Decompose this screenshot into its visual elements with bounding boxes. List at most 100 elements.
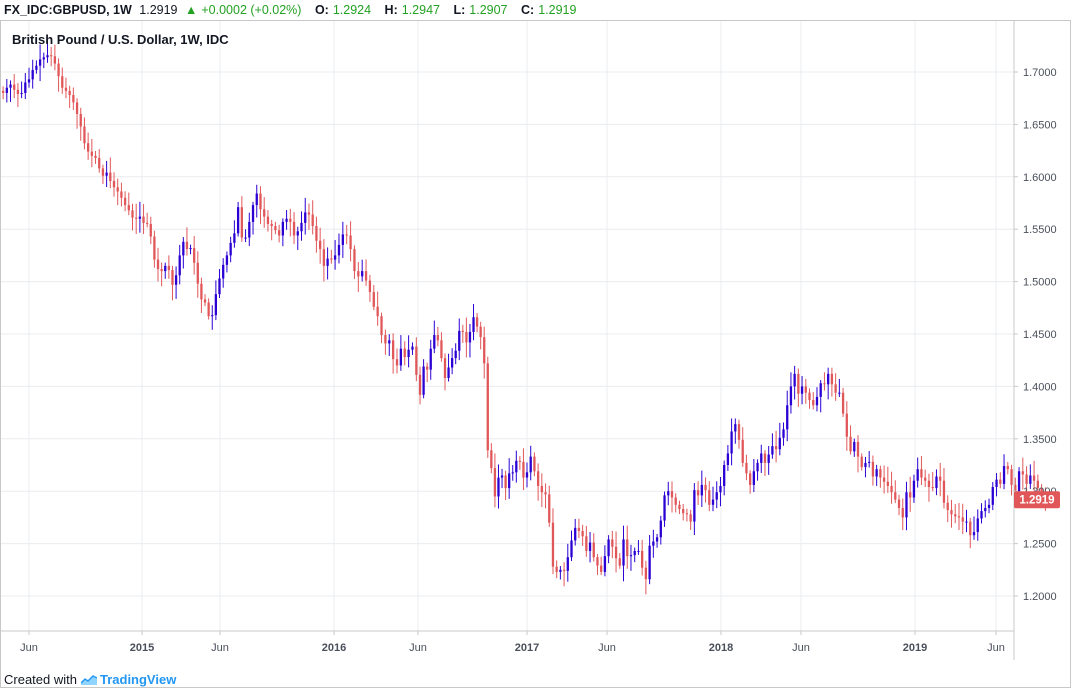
candle-body bbox=[845, 413, 848, 437]
y-tick-label: 1.6000 bbox=[1023, 172, 1057, 184]
candle-body bbox=[315, 226, 318, 241]
candle-body bbox=[167, 265, 171, 271]
candle-body bbox=[153, 236, 156, 260]
candle-body bbox=[461, 330, 464, 332]
change-arrow-icon: ▲ bbox=[185, 3, 198, 17]
candle-body bbox=[443, 358, 447, 379]
candlestick-chart[interactable]: 1.7000 1.6500 1.6000 1.5500 1.5000 1.4500 1.40… bbox=[0, 20, 1074, 665]
candle-body bbox=[319, 240, 322, 250]
candle-body bbox=[1, 90, 5, 93]
candle-body bbox=[511, 472, 514, 474]
y-tick-label: 1.4000 bbox=[1023, 381, 1057, 393]
candle-body bbox=[403, 348, 406, 358]
candles bbox=[0, 40, 1047, 595]
y-tick-label: 1.2000 bbox=[1023, 591, 1057, 603]
candle-body bbox=[585, 536, 588, 551]
candle-body bbox=[1036, 480, 1039, 489]
y-tick-label: 1.5000 bbox=[1023, 277, 1057, 289]
candle-body bbox=[600, 565, 603, 572]
candle-body bbox=[927, 480, 931, 488]
candle-body bbox=[500, 475, 504, 478]
candle-body bbox=[924, 477, 927, 481]
candle-body bbox=[812, 400, 815, 406]
low-label: L: bbox=[453, 3, 466, 17]
candle-body bbox=[196, 262, 199, 284]
candle-body bbox=[289, 218, 292, 222]
candle-body bbox=[629, 555, 633, 557]
candle-body bbox=[337, 244, 341, 256]
candle-body bbox=[146, 222, 149, 224]
candle-body bbox=[551, 522, 555, 567]
candle-body bbox=[771, 446, 774, 455]
candle-body bbox=[79, 113, 82, 127]
candle-body bbox=[57, 63, 60, 77]
candle-body bbox=[782, 429, 785, 438]
candle-body bbox=[24, 82, 27, 93]
candle-body bbox=[841, 392, 845, 414]
candle-body bbox=[760, 453, 763, 463]
candle-body bbox=[548, 494, 551, 523]
candle-body bbox=[894, 492, 897, 500]
candle-body bbox=[849, 436, 852, 452]
candle-body bbox=[35, 65, 38, 70]
candle-body bbox=[830, 373, 834, 385]
candle-body bbox=[13, 84, 16, 90]
candle-body bbox=[399, 348, 403, 366]
candle-body bbox=[27, 79, 31, 83]
candle-body bbox=[618, 558, 621, 566]
candle-body bbox=[0, 90, 1, 96]
candle-body bbox=[641, 550, 644, 568]
footer: Created with TradingView bbox=[4, 672, 176, 687]
price-axis[interactable]: 1.7000 1.6500 1.6000 1.5500 1.5000 1.4500 1.40… bbox=[1014, 67, 1057, 603]
candle-body bbox=[53, 56, 57, 64]
x-tick-label: Jun bbox=[792, 642, 810, 654]
candle-body bbox=[174, 275, 178, 285]
candle-body bbox=[388, 340, 391, 344]
candle-body bbox=[778, 437, 781, 450]
candle-body bbox=[693, 490, 696, 522]
candle-body bbox=[678, 504, 681, 510]
candle-body bbox=[607, 539, 610, 557]
candle-body bbox=[957, 516, 961, 518]
candle-body bbox=[726, 453, 730, 465]
candle-body bbox=[939, 476, 942, 481]
candle-body bbox=[105, 172, 108, 176]
candle-body bbox=[879, 469, 882, 478]
candle-body bbox=[120, 191, 123, 198]
candle-body bbox=[515, 460, 518, 473]
candle-body bbox=[255, 193, 258, 206]
candle-body bbox=[31, 69, 34, 80]
candle-body bbox=[827, 373, 830, 385]
tradingview-logo[interactable]: TradingView bbox=[80, 672, 176, 687]
symbol-name[interactable]: FX_IDC:GBPUSD, 1W bbox=[4, 3, 132, 17]
candle-body bbox=[804, 386, 807, 393]
candle-body bbox=[98, 157, 101, 169]
candle-body bbox=[376, 306, 379, 317]
candle-body bbox=[429, 348, 432, 370]
candle-body bbox=[991, 487, 994, 505]
candle-body bbox=[856, 441, 860, 457]
candle-body bbox=[72, 95, 75, 103]
candle-body bbox=[418, 374, 422, 395]
candle-body bbox=[901, 507, 904, 518]
candle-body bbox=[976, 518, 979, 533]
high-label: H: bbox=[384, 3, 398, 17]
candle-body bbox=[341, 234, 344, 245]
candle-body bbox=[815, 396, 819, 406]
candle-body bbox=[185, 241, 189, 250]
time-axis[interactable]: Jun 2015 Jun 2016 Jun 2017 Jun 2018 Jun 2019 Jun bbox=[20, 631, 1005, 654]
candle-body bbox=[518, 460, 522, 462]
candle-body bbox=[529, 456, 532, 473]
candle-body bbox=[330, 258, 333, 260]
candle-body bbox=[266, 216, 270, 224]
candle-body bbox=[380, 316, 383, 336]
candle-body bbox=[83, 126, 86, 144]
candle-body bbox=[281, 221, 285, 236]
last-price: 1.2919 bbox=[139, 3, 178, 17]
candle-body bbox=[890, 485, 893, 493]
candle-body bbox=[426, 366, 429, 370]
candle-body bbox=[222, 264, 225, 279]
candle-body bbox=[711, 499, 715, 505]
candle-body bbox=[752, 471, 755, 485]
candle-body bbox=[116, 187, 119, 192]
